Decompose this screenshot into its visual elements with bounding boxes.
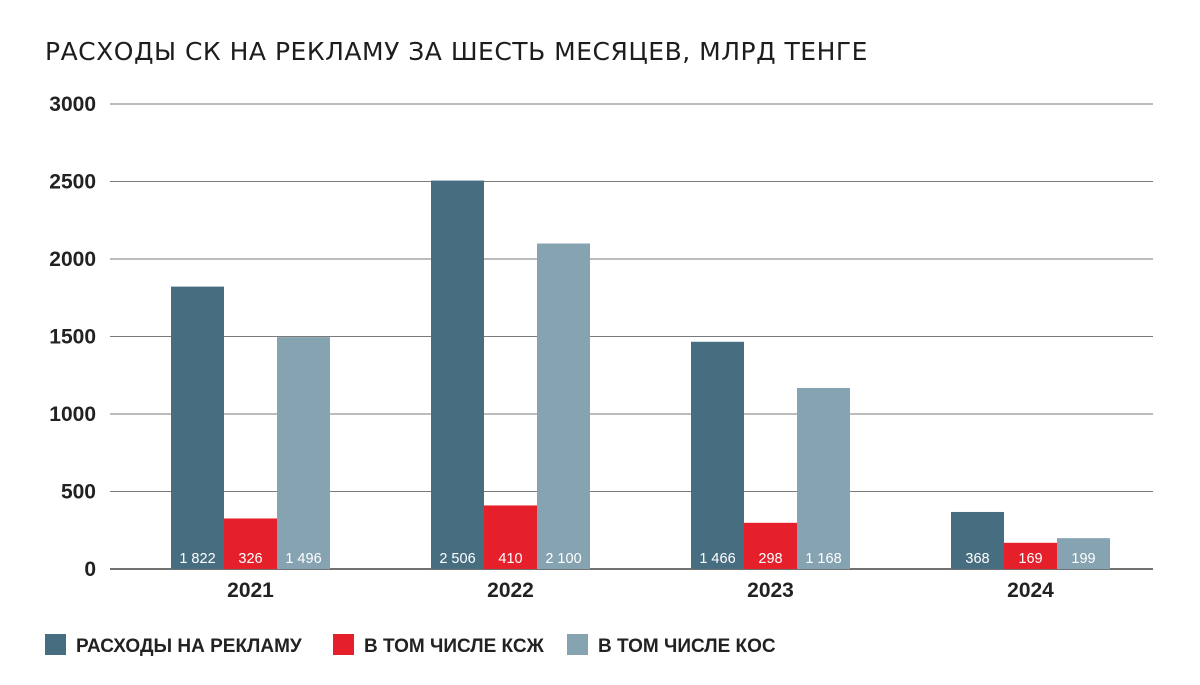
x-axis-categories: 2021 2022 2023 2024 [227,579,1054,602]
bar-kos-2023 [797,387,850,569]
bars [171,180,1110,569]
data-label-ads-2022: 2 506 [439,551,475,567]
data-label-ksj-2024: 169 [1018,551,1042,567]
y-tick-label: 2500 [49,171,96,194]
data-label-kos-2022: 2 100 [545,551,581,567]
bar-ksj-2023 [744,522,797,569]
data-label-kos-2021: 1 496 [285,551,321,567]
data-label-ksj-2021: 326 [238,551,262,567]
data-label-ksj-2023: 298 [758,551,782,567]
bar-ads-2022 [431,180,484,569]
y-tick-label: 2000 [49,248,96,271]
legend: РАСХОДЫ НА РЕКЛАМУ В ТОМ ЧИСЛЕ КСЖ В ТОМ Ч… [45,634,776,657]
bar-kos-2021 [277,337,330,569]
x-category-label: 2023 [747,579,794,602]
legend-swatch-ksj [333,634,354,655]
data-label-ads-2024: 368 [965,551,989,567]
legend-label-kos: В ТОМ ЧИСЛЕ КОС [598,636,776,657]
data-label-kos-2023: 1 168 [805,551,841,567]
bar-ksj-2024 [1004,542,1057,569]
legend-label-ads: РАСХОДЫ НА РЕКЛАМУ [76,636,302,657]
data-label-ads-2021: 1 822 [179,551,215,567]
data-labels: 1 822 326 1 496 2 506 410 2 100 1 466 298 1 168 3… [179,551,1095,567]
bar-ads-2021 [171,286,224,569]
legend-swatch-kos [567,634,588,655]
bar-ksj-2022 [484,505,537,569]
data-label-ads-2023: 1 466 [699,551,735,567]
data-label-ksj-2022: 410 [498,551,522,567]
y-tick-label: 0 [84,558,96,581]
y-tick-label: 500 [61,481,96,504]
legend-swatch-ads [45,634,66,655]
y-tick-label: 3000 [49,93,96,116]
x-category-label: 2024 [1007,579,1054,602]
y-tick-label: 1500 [49,326,96,349]
bar-kos-2022 [537,243,590,569]
legend-label-ksj: В ТОМ ЧИСЛЕ КСЖ [364,636,545,657]
x-category-label: 2022 [487,579,534,602]
y-axis-ticks: 0 500 1000 1500 2000 2500 3000 [49,93,96,581]
grid-lines [110,103,1153,570]
chart-title: РАСХОДЫ СК НА РЕКЛАМУ ЗА ШЕСТЬ МЕСЯЦЕВ, … [45,37,868,66]
bar-ads-2023 [691,341,744,569]
bar-ads-2024 [951,511,1004,569]
y-tick-label: 1000 [49,403,96,426]
bar-ksj-2021 [224,518,277,569]
bar-kos-2024 [1057,538,1110,569]
x-category-label: 2021 [227,579,274,602]
data-label-kos-2024: 199 [1071,551,1095,567]
